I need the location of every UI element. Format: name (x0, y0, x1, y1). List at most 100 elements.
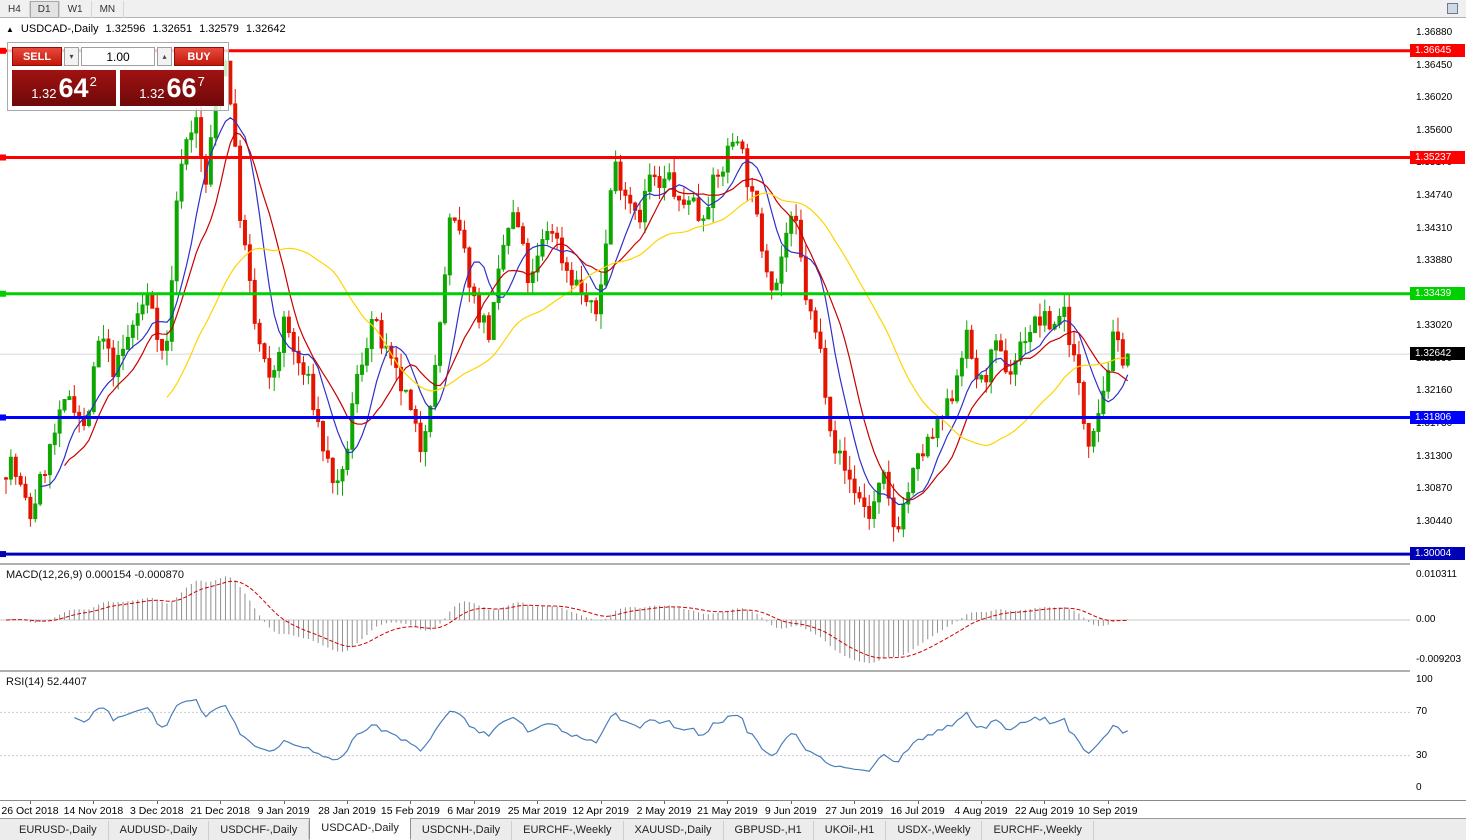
chart-tab-gbpusd-h1[interactable]: GBPUSD-,H1 (724, 821, 814, 840)
timeframe-button-mn[interactable]: MN (92, 1, 125, 18)
time-axis-tick (1044, 801, 1046, 804)
time-axis-tick (854, 801, 856, 804)
price-axis-label: 1.34740 (1416, 189, 1453, 201)
price-axis-label: 1.36450 (1416, 59, 1453, 71)
chart-tab-usdchf-daily[interactable]: USDCHF-,Daily (209, 821, 310, 840)
time-axis-tick (664, 801, 665, 804)
date-label: 3 Dec 2018 (129, 805, 184, 817)
time-axis-tick (473, 801, 475, 804)
chevron-down-icon: ▾ (69, 51, 74, 61)
chart-tab-usdcnh-daily[interactable]: USDCNH-,Daily (411, 821, 513, 840)
chart-tab-audusd-daily[interactable]: AUDUSD-,Daily (109, 821, 210, 840)
time-axis-tick (283, 801, 285, 804)
chart-tab-eurusd-daily[interactable]: EURUSD-,Daily (8, 821, 109, 840)
timeframe-button-h4[interactable]: H4 (0, 1, 30, 18)
time-axis-tick (981, 801, 982, 804)
window-control-icon[interactable] (1447, 3, 1458, 14)
price-axis-label: 1.31730 (1416, 418, 1453, 430)
volume-decrease-button[interactable]: ▾ (64, 47, 79, 66)
price-axis-label: 1.35600 (1416, 124, 1453, 136)
macd-indicator-label: MACD(12,26,9) 0.000154 -0.000870 (6, 569, 184, 581)
date-label: 15 Feb 2019 (380, 805, 440, 817)
chart-tab-bar: EURUSD-,Daily AUDUSD-,Daily USDCHF-,Daily U… (0, 817, 1466, 840)
chart-tab-usdcad-daily[interactable]: USDCAD-,Daily (309, 817, 411, 840)
price-axis[interactable]: 1.368801.364501.360201.356001.351701.347… (1410, 18, 1466, 800)
level-price-badge: 1.30004 (1410, 547, 1465, 561)
time-axis-tick (220, 801, 222, 804)
open-price: 1.32596 (105, 23, 146, 35)
time-axis[interactable]: 26 Oct 2018 14 Nov 2018 3 Dec 2018 21 Dec 2… (0, 800, 1466, 818)
date-label: 26 Oct 2018 (1, 805, 59, 817)
rsi-axis-label: 100 (1416, 674, 1433, 685)
date-label: 27 Jun 2019 (825, 805, 884, 817)
level-price-badge: 1.31806 (1410, 410, 1465, 424)
buy-price-prefix: 1.32 (139, 86, 165, 101)
buy-button[interactable]: BUY (174, 47, 224, 66)
time-axis-tick (347, 801, 348, 804)
date-label: 28 Jan 2019 (318, 805, 376, 817)
level-price-badge: 1.33439 (1410, 286, 1465, 300)
low-price: 1.32579 (199, 23, 239, 35)
close-price: 1.32642 (245, 23, 286, 35)
date-label: 2 May 2019 (636, 805, 692, 817)
timeframe-button-group: H4 D1 W1 MN (0, 0, 125, 18)
date-label: 22 Aug 2019 (1014, 805, 1074, 817)
time-axis-tick (537, 801, 539, 804)
buy-price-display[interactable]: 1.32 66 7 (120, 70, 224, 106)
macd-axis-label: -0.009203 (1416, 654, 1462, 666)
chart-tab-xauusd-daily[interactable]: XAUUSD-,Daily (624, 821, 724, 840)
trade-price-row: 1.32 64 2 1.32 66 7 (12, 70, 224, 106)
date-label: 12 Apr 2019 (572, 805, 629, 817)
symbol-label: USDCAD-,Daily (20, 23, 99, 35)
price-axis-label: 1.36020 (1416, 92, 1453, 104)
sell-price-pip: 2 (89, 74, 97, 89)
date-label: 4 Aug 2019 (954, 805, 1008, 817)
chart-tab-usdx-weekly[interactable]: USDX-,Weekly (886, 821, 983, 840)
sell-button[interactable]: SELL (12, 47, 62, 66)
date-label: 6 Mar 2019 (447, 805, 501, 817)
current-price-badge: 1.32642 (1410, 347, 1465, 361)
time-axis-tick (93, 801, 95, 804)
price-axis-label: 1.34310 (1416, 222, 1453, 234)
timeframe-button-w1[interactable]: W1 (60, 1, 92, 18)
date-label: 9 Jan 2019 (257, 805, 310, 817)
chart-area: ▲ USDCAD-,Daily 1.32596 1.32651 1.32579 … (0, 18, 1466, 818)
macd-axis-label: 0.010311 (1416, 568, 1457, 580)
rsi-axis-label: 70 (1416, 706, 1428, 718)
price-axis-label: 1.30870 (1416, 483, 1453, 495)
price-axis-label: 1.30440 (1416, 515, 1453, 527)
macd-axis-label: 0.00 (1416, 614, 1436, 625)
time-axis-tick (790, 801, 792, 804)
chart-tab-eurchf-weekly[interactable]: EURCHF-,Weekly (512, 821, 624, 840)
sell-price-prefix: 1.32 (31, 86, 57, 101)
price-axis-label: 1.36880 (1416, 27, 1453, 38)
date-label: 10 Sep 2019 (1078, 805, 1138, 817)
date-label: 21 Dec 2018 (190, 805, 250, 817)
timeframe-button-d1[interactable]: D1 (29, 1, 60, 18)
buy-price-pip: 7 (197, 74, 205, 89)
chart-tab-ukoil-h1[interactable]: UKOil-,H1 (814, 821, 887, 840)
rsi-axis-label: 30 (1416, 749, 1428, 761)
date-label: 25 Mar 2019 (507, 805, 567, 817)
sell-price-big: 64 (58, 73, 89, 103)
time-axis-tick (1107, 801, 1109, 804)
high-price: 1.32651 (152, 23, 193, 35)
volume-increase-button[interactable]: ▴ (157, 47, 172, 66)
chart-title: ▲ USDCAD-,Daily 1.32596 1.32651 1.32579 … (6, 23, 286, 35)
date-label: 16 Jul 2019 (890, 805, 945, 817)
time-axis-tick (156, 801, 158, 804)
top-toolbar: H4 D1 W1 MN (0, 0, 1466, 18)
price-axis-label: 1.33020 (1416, 320, 1453, 332)
volume-input[interactable] (81, 47, 155, 66)
chart-tab-eurchf-weekly[interactable]: EURCHF-,Weekly (982, 821, 1094, 840)
rsi-axis-label: 0 (1416, 782, 1422, 793)
trade-controls-row: SELL ▾ ▴ BUY (12, 47, 224, 66)
time-axis-tick (410, 801, 412, 804)
sell-price-display[interactable]: 1.32 64 2 (12, 70, 116, 106)
rsi-indicator-label: RSI(14) 52.4407 (6, 676, 87, 688)
price-chart-canvas[interactable] (0, 18, 1466, 800)
time-axis-tick (30, 801, 31, 804)
date-label: 14 Nov 2018 (63, 805, 124, 817)
price-axis-label: 1.32160 (1416, 385, 1453, 397)
